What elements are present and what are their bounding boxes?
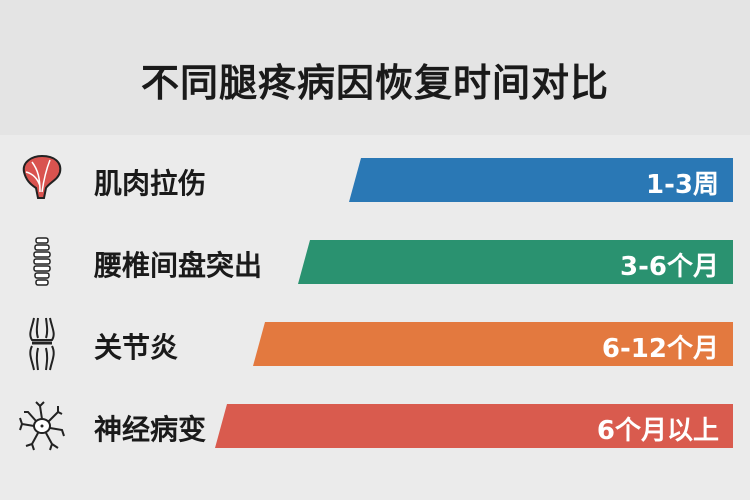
bar-value-label: 6个月以上 [596,416,719,446]
page-title: 不同腿疼病因恢复时间对比 [140,61,609,105]
muscle-icon [18,152,66,208]
bar-value-label: 1-3周 [646,170,719,200]
chart-row: 关节炎 6-12个月 [0,317,750,371]
bar: 6-12个月 [253,322,733,366]
bar-value-label: 6-12个月 [601,334,719,364]
chart-row: 神经病变 6个月以上 [0,401,750,451]
category-label: 关节炎 [94,331,179,364]
category-label: 腰椎间盘突出 [94,249,263,282]
neuron-icon [18,398,66,454]
spine-icon [18,234,66,290]
bar: 3-6个月 [298,240,733,284]
category-label: 肌肉拉伤 [94,167,207,200]
category-label: 神经病变 [94,413,207,446]
chart-row: 肌肉拉伤 1-3周 [0,154,750,202]
bar: 1-3周 [349,158,733,202]
bar-value-label: 3-6个月 [620,252,719,282]
chart-row: 腰椎间盘突出 3-6个月 [0,237,750,286]
bar: 6个月以上 [215,404,733,448]
knee-joint-icon [18,316,66,372]
header-band [0,0,750,135]
